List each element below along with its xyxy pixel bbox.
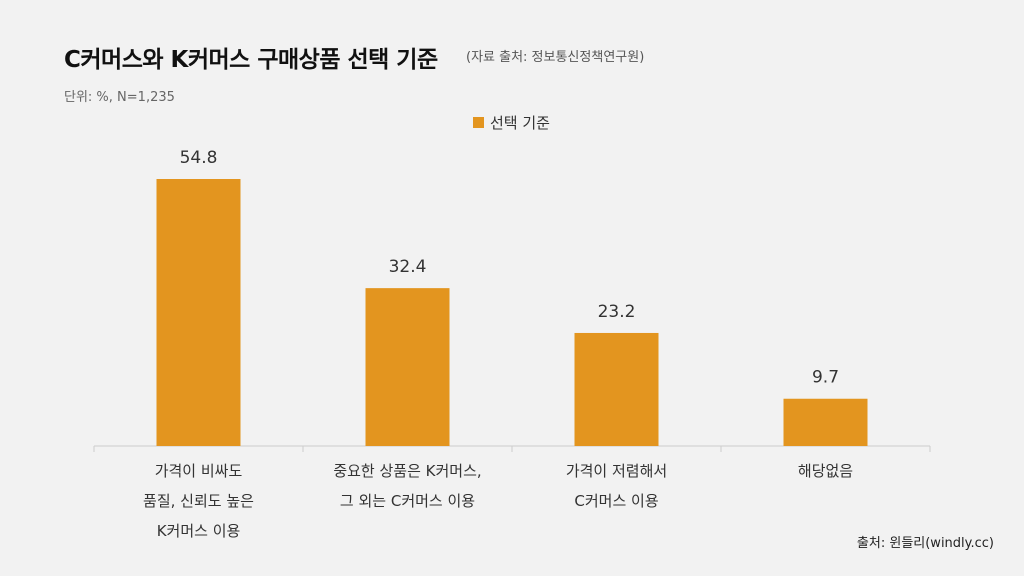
unit-note: 단위: %, N=1,235: [64, 90, 175, 105]
x-tick-label-line: K커머스 이용: [157, 522, 241, 540]
bar: [574, 332, 659, 446]
data-label: 54.8: [180, 148, 218, 168]
data-label: 32.4: [389, 257, 427, 277]
source-note: (자료 출처: 정보통신정책연구원): [466, 50, 645, 65]
legend-swatch: [473, 117, 484, 128]
x-tick-label-line: 가격이 저렴해서: [566, 462, 667, 480]
x-tick-label-line: 해당없음: [798, 462, 853, 480]
x-tick-label-line: 가격이 비싸도: [155, 462, 243, 480]
bar: [156, 179, 241, 446]
x-tick-label-line: 중요한 상품은 K커머스,: [333, 462, 481, 480]
x-tick-label-line: 그 외는 C커머스 이용: [340, 492, 475, 510]
x-tick-label: 해당없음: [798, 462, 853, 480]
x-tick-label-line: C커머스 이용: [574, 492, 658, 510]
x-tick-label-line: 품질, 신뢰도 높은: [143, 492, 254, 510]
footer-credit: 출처: 윈들리(windly.cc): [856, 536, 994, 551]
x-tick-label: 가격이 저렴해서 C커머스 이용: [566, 462, 667, 510]
bar: [783, 398, 868, 446]
bar: [365, 288, 450, 446]
page-title: C커머스와 K커머스 구매상품 선택 기준: [64, 47, 438, 73]
data-label: 9.7: [812, 368, 839, 388]
x-tick-label: 중요한 상품은 K커머스, 그 외는 C커머스 이용: [333, 462, 481, 510]
data-label: 23.2: [598, 302, 636, 322]
legend-label: 선택 기준: [490, 114, 550, 132]
